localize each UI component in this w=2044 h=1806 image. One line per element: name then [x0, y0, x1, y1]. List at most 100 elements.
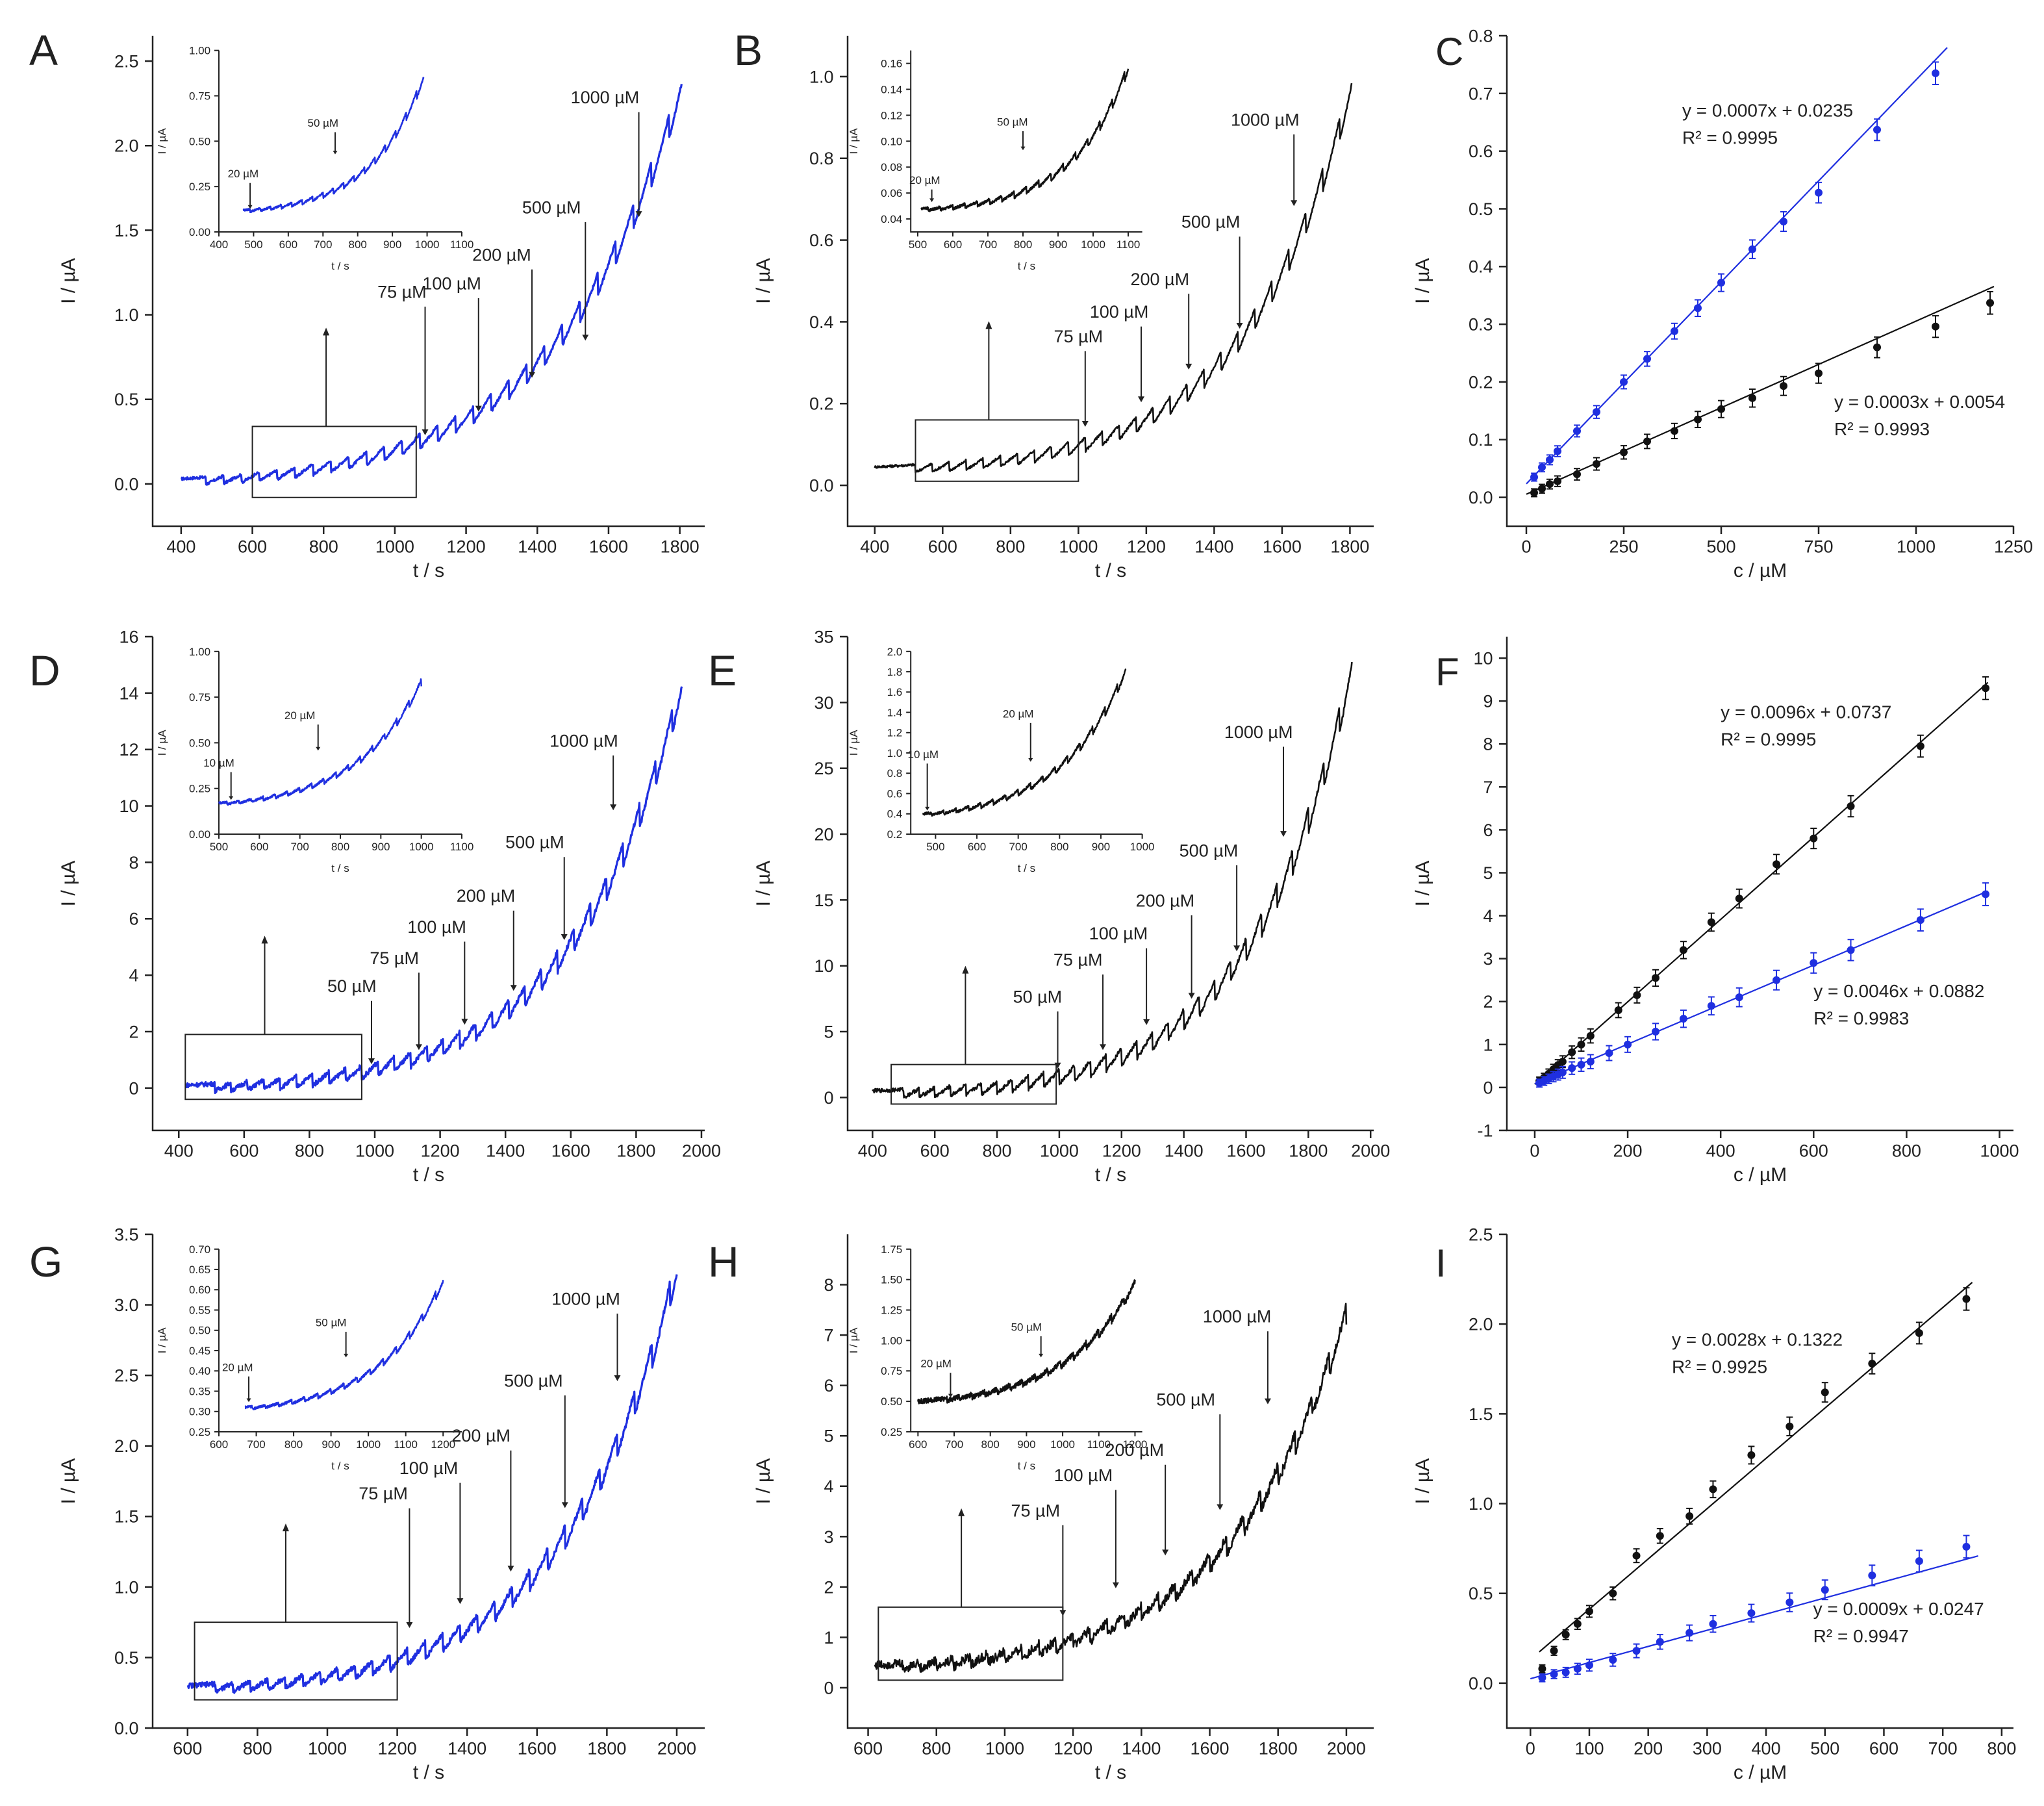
- panel-F-fit-line: [1534, 681, 1989, 1085]
- panel-E-annotation-label: 1000 µM: [1224, 722, 1293, 742]
- panel-D-inset-ytick-label: 1.00: [189, 646, 210, 658]
- panel-A: A 400 600 800 1000 1200 1400 1600 1800 0.0 0.5 1.0 1…: [29, 26, 705, 581]
- panel-F-ytick-label: 9: [1483, 692, 1493, 711]
- panel-H-arrowhead: [1112, 1582, 1119, 1588]
- panel-G-inset: 600 700 800 900 1000 1100 1200 0.25 0.30 0.35 0.40…: [156, 1243, 462, 1472]
- panel-C-data-point: [1694, 415, 1702, 424]
- panel-G-inset-ylabel: I / µA: [156, 1327, 168, 1354]
- panel-H-arrowhead: [1162, 1549, 1169, 1556]
- panel-G-xtick-label: 1000: [308, 1738, 347, 1758]
- panel-A-xtick-label: 1600: [589, 537, 628, 556]
- panel-A-ytick-label: 2.0: [114, 136, 139, 156]
- panel-C-ytick-label: 0.4: [1469, 257, 1493, 277]
- panel-I-data-point: [1962, 1542, 1971, 1551]
- panel-C-data-point: [1538, 463, 1546, 472]
- panel-H-arrowhead: [1059, 1610, 1066, 1616]
- panel-I-ytick-label: 2.0: [1469, 1315, 1493, 1334]
- panel-F-xtick-label: 800: [1892, 1141, 1921, 1160]
- panel-G-arrowhead: [507, 1566, 514, 1572]
- panel-G-inset-annotation-label: 20 µM: [222, 1361, 253, 1373]
- panel-F-data-point: [1558, 1058, 1567, 1066]
- panel-C-data-point: [1671, 427, 1678, 435]
- panel-H-ytick-label: 4: [824, 1477, 834, 1496]
- panel-C-ylabel: I / µA: [1412, 258, 1433, 304]
- panel-G-ytick-label: 3.5: [114, 1225, 139, 1244]
- panel-E-arrowhead: [1054, 1062, 1061, 1069]
- panel-F-xlabel: c / µM: [1734, 1164, 1787, 1186]
- panel-F-data-point: [1586, 1032, 1595, 1040]
- panel-B-inset-xlabel: t / s: [1018, 260, 1035, 272]
- panel-F-ytick-label: 7: [1483, 778, 1493, 797]
- panel-B-inset-series-line: [920, 68, 1129, 212]
- panel-H-ylabel: I / µA: [753, 1458, 774, 1505]
- panel-D-ytick-label: 16: [120, 627, 139, 646]
- panel-A-inset-xlabel: t / s: [331, 260, 349, 272]
- panel-G-inset-xtick-label: 800: [284, 1438, 303, 1451]
- panel-F-ytick-label: 4: [1483, 906, 1493, 926]
- panel-H-xtick-label: 800: [922, 1738, 951, 1758]
- panel-H-zoom-box: [877, 1606, 1064, 1681]
- panel-B-xtick-label: 600: [928, 537, 957, 556]
- panel-E-inset-ytick-label: 1.0: [887, 747, 903, 759]
- panel-E-zoom-arrowhead: [962, 965, 969, 974]
- panel-C-data-point: [1717, 279, 1725, 287]
- panel-H-inset-annotation-label: 20 µM: [920, 1358, 952, 1370]
- panel-G-inset-ytick-label: 0.50: [189, 1325, 210, 1337]
- panel-E: E 400 600 800 1000 1200 1400 1600 1800 2000 0 5 10 15…: [708, 627, 1390, 1186]
- panel-G-ytick-label: 2.0: [114, 1436, 139, 1456]
- panel-H-arrowhead: [1264, 1398, 1271, 1405]
- panel-E-xtick-label: 1600: [1226, 1141, 1265, 1160]
- panel-A-arrowhead: [635, 211, 642, 218]
- panel-B-inset-ytick-label: 0.12: [881, 109, 902, 121]
- panel-A-zoom-arrowhead: [323, 327, 330, 336]
- panel-A-inset-xtick-label: 1100: [450, 238, 474, 251]
- panel-G-inset-ytick-label: 0.60: [189, 1284, 210, 1296]
- panel-A-arrowhead: [582, 335, 589, 341]
- panel-G-ytick-label: 3.0: [114, 1295, 139, 1315]
- panel-E-label: E: [708, 646, 737, 694]
- panel-H-ytick-label: 5: [824, 1427, 834, 1446]
- panel-B-inset-xtick-label: 800: [1014, 238, 1032, 251]
- panel-B-xtick-label: 800: [996, 537, 1025, 556]
- panel-A-series-line: [181, 84, 683, 486]
- panel-I-data-point: [1632, 1551, 1641, 1560]
- panel-A-inset-ytick-label: 0.25: [189, 181, 210, 193]
- panel-C-xtick-label: 0: [1521, 537, 1531, 556]
- panel-F-data-point: [1773, 860, 1781, 869]
- panel-E-annotation-label: 50 µM: [1013, 987, 1063, 1006]
- panel-H-inset-ytick-label: 1.75: [881, 1243, 902, 1256]
- panel-I-xtick-label: 0: [1526, 1738, 1535, 1758]
- panel-B-arrowhead: [1291, 200, 1298, 207]
- panel-E-inset-ytick-label: 1.6: [887, 686, 903, 698]
- panel-B-arrowhead: [1185, 363, 1192, 370]
- panel-H-inset-xtick-label: 1000: [1050, 1438, 1075, 1451]
- panel-G-inset-ytick-label: 0.65: [189, 1264, 210, 1276]
- panel-D-xtick-label: 1400: [486, 1141, 525, 1160]
- panel-I-ytick-label: 0.0: [1469, 1673, 1493, 1693]
- panel-A-ytick-label: 0.0: [114, 474, 139, 494]
- panel-A-annotation-label: 75 µM: [377, 283, 427, 302]
- panel-C-data-point: [1530, 473, 1538, 481]
- panel-G-inset-xtick-label: 900: [322, 1438, 340, 1451]
- panel-B-inset-axes: [910, 50, 1142, 233]
- panel-E-ytick-label: 20: [814, 824, 834, 844]
- panel-C-data-point: [1815, 188, 1823, 197]
- panel-A-inset-xtick-label: 400: [210, 238, 228, 251]
- panel-I-data-point: [1915, 1557, 1923, 1565]
- panel-E-annotation-label: 500 µM: [1180, 841, 1239, 860]
- panel-C-data-point: [1748, 394, 1756, 402]
- panel-I-equation: y = 0.0028x + 0.1322: [1672, 1329, 1843, 1349]
- panel-C-ytick-label: 0.5: [1469, 199, 1493, 219]
- panel-I-data-point: [1538, 1673, 1546, 1682]
- panel-H-ytick-label: 1: [824, 1628, 834, 1647]
- panel-E-ylabel: I / µA: [753, 861, 774, 907]
- panel-B-ytick-label: 0.6: [809, 231, 834, 250]
- panel-C-data-point: [1671, 327, 1678, 335]
- panel-E-inset-series-line: [922, 668, 1127, 817]
- panel-H-inset-xtick-label: 900: [1017, 1438, 1035, 1451]
- panel-G-annotation-label: 75 µM: [359, 1484, 408, 1503]
- panel-G-inset-annotation-label: 50 µM: [316, 1317, 347, 1329]
- panel-A-inset-xtick-label: 900: [383, 238, 401, 251]
- panel-B-xtick-label: 400: [860, 537, 889, 556]
- panel-I-data-point: [1747, 1609, 1756, 1618]
